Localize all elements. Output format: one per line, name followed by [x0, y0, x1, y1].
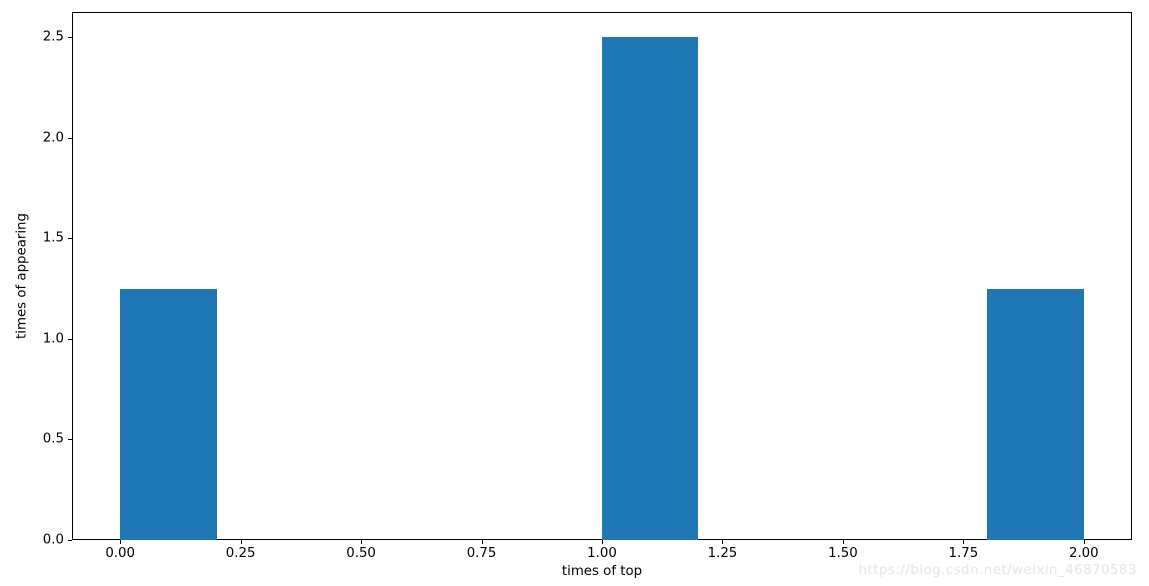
x-tick: [843, 540, 844, 544]
x-tick-label: 0.25: [226, 546, 256, 561]
x-tick: [482, 540, 483, 544]
y-tick-label: 1.0: [43, 331, 64, 346]
x-axis-label: times of top: [562, 564, 642, 579]
x-tick: [361, 540, 362, 544]
x-tick: [1084, 540, 1085, 544]
x-tick: [241, 540, 242, 544]
y-tick: [68, 238, 72, 239]
x-tick: [602, 540, 603, 544]
y-tick: [68, 540, 72, 541]
watermark-text: https://blog.csdn.net/weixin_46870583: [859, 563, 1137, 578]
y-tick: [68, 138, 72, 139]
y-tick-label: 2.5: [43, 30, 64, 45]
x-tick-label: 2.00: [1069, 546, 1099, 561]
figure: 0.00 0.25 0.50 0.75 1.00 1.25 1.50 1.75 2.00 0.0…: [0, 0, 1149, 586]
y-tick: [68, 37, 72, 38]
bar: [987, 289, 1083, 540]
y-tick-label: 0.5: [43, 432, 64, 447]
y-tick-label: 1.5: [43, 231, 64, 246]
x-tick-label: 1.50: [828, 546, 858, 561]
x-tick: [120, 540, 121, 544]
x-tick-label: 0.75: [467, 546, 497, 561]
x-tick-label: 0.50: [346, 546, 376, 561]
x-tick: [963, 540, 964, 544]
y-tick: [68, 339, 72, 340]
bar: [120, 289, 216, 540]
x-tick-label: 1.25: [708, 546, 738, 561]
y-tick-label: 2.0: [43, 130, 64, 145]
y-tick-label: 0.0: [43, 533, 64, 548]
x-tick-label: 1.00: [587, 546, 617, 561]
x-tick-label: 1.75: [949, 546, 979, 561]
y-tick: [68, 439, 72, 440]
x-tick-label: 0.00: [105, 546, 135, 561]
bar: [602, 37, 698, 540]
y-axis-label: times of appearing: [15, 213, 30, 339]
x-tick: [722, 540, 723, 544]
